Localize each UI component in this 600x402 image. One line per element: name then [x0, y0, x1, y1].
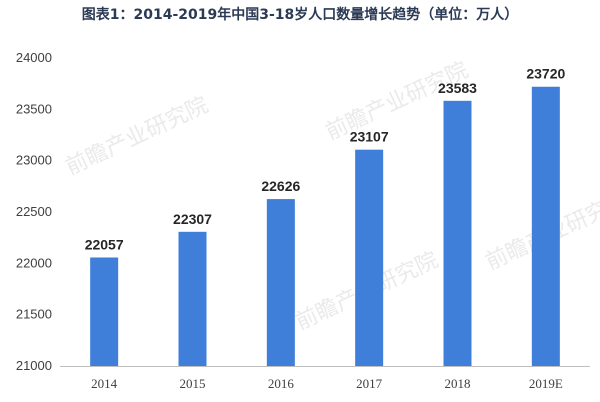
data-labels-group: 22057 22307 22626 23107 23583 23720 [85, 66, 566, 253]
x-tick-label: 2015 [180, 376, 206, 391]
bar [90, 257, 119, 366]
bars-group [90, 86, 560, 366]
bar [443, 100, 472, 366]
bar-data-label: 22057 [85, 236, 124, 252]
y-tick-label: 21500 [16, 307, 52, 322]
x-tick-label: 2019E [529, 376, 563, 391]
bar-data-label: 22626 [261, 178, 300, 194]
x-tick-label: 2017 [356, 376, 383, 391]
y-tick-label: 22000 [16, 255, 52, 270]
x-tick-label: 2018 [445, 376, 471, 391]
y-tick-label: 24000 [16, 50, 52, 65]
y-tick-label: 23500 [16, 101, 52, 116]
bar [355, 149, 384, 366]
watermark-group: 前瞻产业研究院 前瞻产业研究院 前瞻产业研究院 前瞻产业研究院 [62, 58, 600, 336]
y-tick-label: 21000 [16, 358, 52, 373]
bar [531, 86, 560, 366]
y-tick-label: 22500 [16, 204, 52, 219]
chart-title: 图表1：2014-2019年中国3-18岁人口数量增长趋势（单位：万人） [81, 7, 519, 23]
y-axis: 21000 21500 22000 22500 23000 23500 24000 [16, 50, 52, 373]
bar-data-label: 23720 [526, 66, 565, 82]
bar-data-label: 23583 [438, 80, 477, 96]
bar [266, 199, 295, 366]
bar [178, 231, 207, 366]
x-tick-label: 2014 [91, 376, 118, 391]
x-axis: 2014 2015 2016 2017 2018 2019E [60, 366, 590, 391]
x-tick-label: 2016 [268, 376, 295, 391]
bar-data-label: 22307 [173, 211, 212, 227]
watermark-logo: 前瞻产业研究院 [62, 93, 212, 181]
bar-data-label: 23107 [350, 129, 389, 145]
y-tick-label: 23000 [16, 153, 52, 168]
